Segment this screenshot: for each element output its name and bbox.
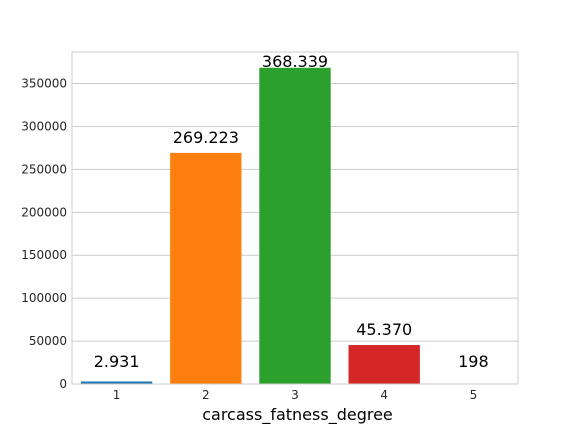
data-label-2: 269.223	[173, 128, 239, 147]
y-tick-label-0: 0	[59, 377, 67, 391]
y-tick-label-3: 150000	[21, 248, 67, 262]
y-axis-ticks: 0 50000 100000 150000 200000 250000 300000 3500…	[21, 77, 67, 391]
data-label-4: 45.370	[356, 320, 412, 339]
x-tick-label-4: 4	[380, 388, 388, 402]
x-tick-label-2: 2	[202, 388, 210, 402]
data-label-5: 198	[458, 352, 489, 371]
y-tick-label-2: 100000	[21, 291, 67, 305]
y-tick-label-5: 250000	[21, 162, 67, 176]
y-tick-label-7: 350000	[21, 77, 67, 91]
bar-3	[259, 68, 330, 384]
y-tick-label-6: 300000	[21, 119, 67, 133]
data-label-3: 368.339	[262, 52, 328, 71]
y-tick-label-4: 200000	[21, 205, 67, 219]
bar-4	[349, 345, 420, 384]
x-tick-label-3: 3	[291, 388, 299, 402]
x-tick-label-1: 1	[113, 388, 121, 402]
x-axis-ticks: 1 2 3 4 5	[113, 388, 477, 402]
bar-2	[170, 153, 241, 384]
x-axis-title: carcass_fatness_degree	[202, 405, 393, 425]
y-tick-label-1: 50000	[29, 334, 67, 348]
data-label-1: 2.931	[94, 352, 140, 371]
x-tick-label-5: 5	[470, 388, 478, 402]
